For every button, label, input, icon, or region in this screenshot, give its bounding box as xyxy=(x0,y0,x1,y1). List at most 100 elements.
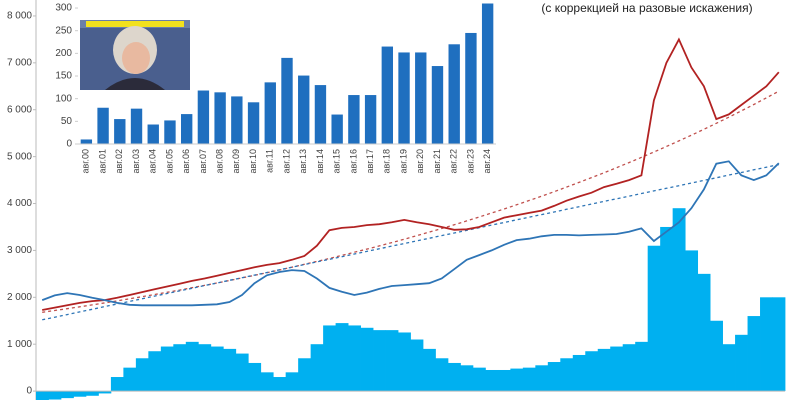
inset-chart: 0 50 100 150 200 250 300 авг.00 авг.01 авг.02 авг.… xyxy=(55,3,496,173)
bar xyxy=(314,85,327,144)
bar xyxy=(231,96,243,144)
subtitle: (с коррекцией на разовые искажения) xyxy=(541,1,752,15)
bar xyxy=(298,75,310,144)
y-tick-label: 2 000 xyxy=(7,292,32,303)
bar xyxy=(398,332,411,392)
bar xyxy=(685,250,699,392)
x-tick-label: авг.06 xyxy=(181,149,191,173)
x-tick-label: авг.02 xyxy=(114,149,124,173)
x-tick-label: авг.05 xyxy=(164,149,174,173)
bar xyxy=(622,344,636,392)
x-tick-label: авг.20 xyxy=(415,149,425,173)
bar xyxy=(735,334,748,392)
x-tick-label: авг.16 xyxy=(348,149,358,173)
bar xyxy=(348,95,360,144)
line xyxy=(41,160,780,307)
bar xyxy=(398,52,410,144)
trend-line xyxy=(42,90,780,313)
bar xyxy=(264,82,276,144)
bar xyxy=(348,325,361,392)
bar xyxy=(60,391,74,399)
bar xyxy=(185,341,199,392)
bar xyxy=(48,391,62,400)
bar xyxy=(560,358,574,392)
x-tick-label: авг.21 xyxy=(432,149,442,173)
x-tick-label: авг.18 xyxy=(382,149,392,173)
bar xyxy=(772,297,786,392)
bar xyxy=(431,66,444,144)
bar xyxy=(385,330,399,392)
bar xyxy=(210,346,224,392)
bar xyxy=(610,346,624,392)
x-tick-label: авг.13 xyxy=(298,149,308,173)
x-tick-label: авг.08 xyxy=(214,149,224,173)
y-tick-label: 50 xyxy=(61,116,73,127)
line xyxy=(42,37,780,311)
x-tick-label: авг.03 xyxy=(131,149,141,173)
y-tick-label: 7 000 xyxy=(7,57,32,68)
y-tick-label: 0 xyxy=(26,386,32,397)
bar xyxy=(410,339,424,392)
bar xyxy=(660,226,674,392)
x-tick-label: авг.09 xyxy=(231,149,241,173)
bar xyxy=(114,119,126,144)
bar xyxy=(80,139,93,144)
bar xyxy=(535,365,549,392)
y-tick-label: 6 000 xyxy=(7,104,32,115)
bar xyxy=(36,391,49,400)
bar xyxy=(173,344,187,392)
x-tick-label: авг.04 xyxy=(148,149,158,173)
bar xyxy=(747,316,761,392)
bar xyxy=(164,120,176,144)
bar xyxy=(110,377,124,392)
bar xyxy=(635,341,649,392)
y-tick-label: 250 xyxy=(55,25,72,36)
main-chart: 0 1 000 2 000 3 000 4 000 5 000 6 000 7 000 8 00… xyxy=(7,0,786,400)
y-tick-label: 200 xyxy=(55,48,72,59)
bar xyxy=(481,3,494,144)
x-tick-label: авг.00 xyxy=(81,149,91,173)
bar xyxy=(197,90,210,144)
bar xyxy=(331,114,343,144)
bar xyxy=(460,365,474,392)
x-tick-label: авг.17 xyxy=(365,149,375,173)
bar xyxy=(73,391,87,397)
bar xyxy=(260,372,274,392)
bar xyxy=(722,344,736,392)
bar xyxy=(472,367,486,392)
y-tick-label: 150 xyxy=(55,71,72,82)
bar xyxy=(148,351,162,392)
x-tick-label: авг.14 xyxy=(315,149,325,173)
y-tick-label: 300 xyxy=(55,3,72,14)
bar xyxy=(85,391,99,396)
photo xyxy=(80,20,190,90)
bar xyxy=(310,344,324,392)
bar xyxy=(285,372,299,392)
x-tick-label: авг.15 xyxy=(332,149,342,173)
y-tick-label: 3 000 xyxy=(7,245,32,256)
bar xyxy=(147,124,159,144)
bar xyxy=(510,368,524,392)
x-tick-label: авг.23 xyxy=(465,149,475,173)
bar xyxy=(647,245,661,392)
bar xyxy=(247,102,260,144)
bar xyxy=(435,358,449,392)
bar xyxy=(323,325,336,392)
y-tick-label: 0 xyxy=(66,139,72,150)
x-tick-label: авг.19 xyxy=(398,149,408,173)
bar xyxy=(248,362,262,392)
bar xyxy=(364,95,377,144)
bar xyxy=(160,346,174,392)
bar xyxy=(447,362,461,392)
bar xyxy=(123,367,137,392)
bar xyxy=(585,351,599,392)
bar xyxy=(522,367,536,392)
x-tick-label: авг.01 xyxy=(97,149,107,173)
bar xyxy=(672,208,686,392)
bar xyxy=(235,353,249,392)
y-tick-label: 8 000 xyxy=(7,11,32,22)
bar xyxy=(547,362,561,392)
bar xyxy=(97,107,109,144)
bar xyxy=(281,57,293,144)
